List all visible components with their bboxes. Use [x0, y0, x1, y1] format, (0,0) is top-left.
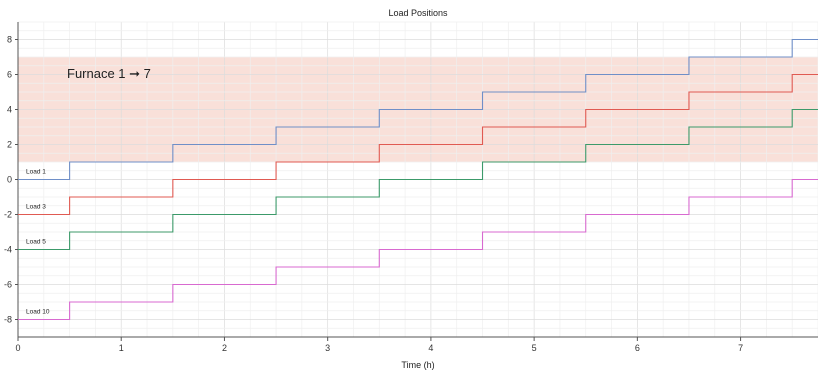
- series-line-load-10: [18, 178, 818, 321]
- x-tick-label: 5: [532, 343, 537, 353]
- y-tick-label: -8: [4, 315, 12, 325]
- x-tick-label: 2: [222, 343, 227, 353]
- x-tick-label: 4: [428, 343, 433, 353]
- arrow-right-icon: ➞: [129, 66, 140, 81]
- labels-layer: Load 1 Load 3 Load 5 Load 10 Furnace 1 ➞ 7: [26, 66, 151, 316]
- y-tick-label: -2: [4, 210, 12, 220]
- series-layer: [18, 38, 818, 321]
- x-tick-label: 7: [738, 343, 743, 353]
- x-tick-label: 6: [635, 343, 640, 353]
- y-tick-label: 2: [7, 140, 12, 150]
- y-tick-label: -4: [4, 245, 12, 255]
- y-tick-label: -6: [4, 280, 12, 290]
- series-label-load-10: Load 10: [26, 309, 50, 316]
- y-tick-label: 8: [7, 35, 12, 45]
- series-line-load-3: [18, 73, 818, 216]
- furnace-annotation-target: 7: [140, 66, 151, 81]
- furnace-annotation-text: Furnace 1: [67, 66, 129, 81]
- axes-layer: 0 1 2 3 4 5 6 7 -8 -6 -4 -2 0 2 4 6 8: [4, 22, 818, 353]
- series-line-load-5: [18, 108, 818, 251]
- series-label-load-5: Load 5: [26, 239, 46, 246]
- x-tick-label: 1: [119, 343, 124, 353]
- x-axis-label: Time (h): [401, 360, 434, 370]
- series-line-load-1: [18, 38, 818, 181]
- series-label-load-3: Load 3: [26, 204, 46, 211]
- series-label-load-1: Load 1: [26, 169, 46, 176]
- y-tick-label: 0: [7, 175, 12, 185]
- x-tick-label: 0: [15, 343, 20, 353]
- y-tick-label: 6: [7, 70, 12, 80]
- chart-title: Load Positions: [388, 8, 448, 18]
- furnace-annotation: Furnace 1 ➞ 7: [67, 66, 151, 81]
- x-tick-label: 3: [325, 343, 330, 353]
- y-tick-label: 4: [7, 105, 12, 115]
